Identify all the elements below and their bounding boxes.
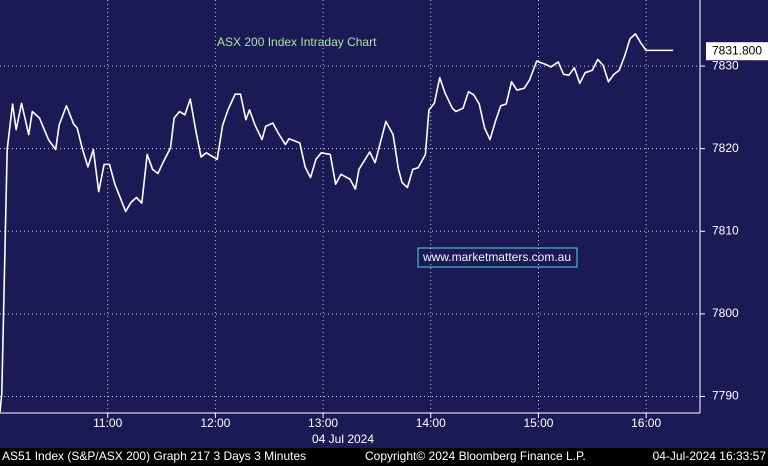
x-tick-label: 14:00 xyxy=(416,416,446,430)
footer-center: Copyright© 2024 Bloomberg Finance L.P. xyxy=(365,449,586,463)
y-tick-label: 7810 xyxy=(712,223,739,237)
price-line xyxy=(0,33,674,413)
x-tick-label: 16:00 xyxy=(631,416,661,430)
y-tick-label: 7820 xyxy=(712,141,739,155)
last-price-label: 7831.800 xyxy=(712,43,762,57)
footer-right: 04-Jul-2024 16:33:57 xyxy=(653,449,767,463)
x-tick-label: 12:00 xyxy=(200,416,230,430)
last-price-box xyxy=(706,42,768,61)
watermark-box xyxy=(417,247,578,268)
footer-bar xyxy=(0,448,768,466)
x-tick-label: 13:00 xyxy=(308,416,338,430)
date-label: 04 Jul 2024 xyxy=(312,432,374,446)
y-tick-label: 7790 xyxy=(712,389,739,403)
y-tick-label: 7830 xyxy=(712,58,739,72)
watermark: www.marketmatters.com.au xyxy=(422,250,571,264)
footer-left: AS51 Index (S&P/ASX 200) Graph 217 3 Day… xyxy=(2,449,306,463)
x-tick-label: 11:00 xyxy=(93,416,122,430)
x-tick-label: 15:00 xyxy=(523,416,553,430)
y-tick-label: 7800 xyxy=(712,306,739,320)
plot-background xyxy=(0,0,768,448)
chart-title: ASX 200 Index Intraday Chart xyxy=(217,35,377,49)
